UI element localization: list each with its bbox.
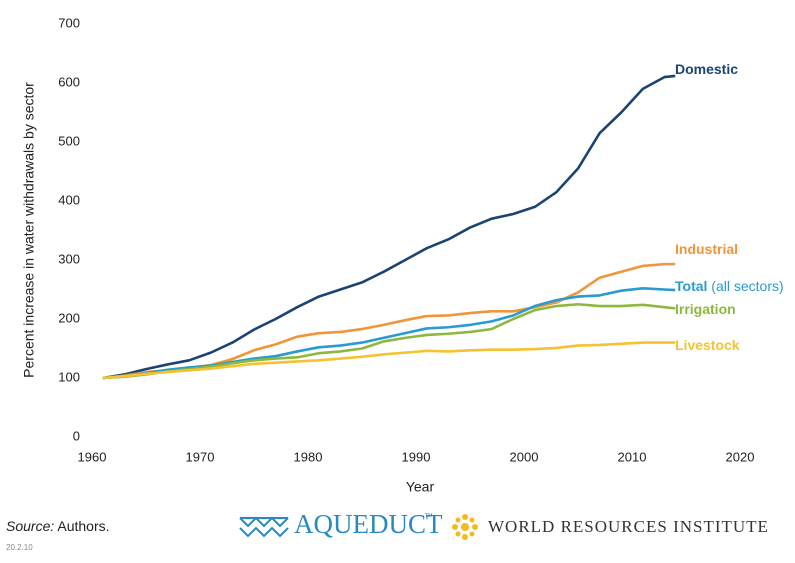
x-axis-label: Year [406, 479, 435, 495]
y-tick-label: 100 [58, 369, 80, 384]
legend-entry: Industrial [675, 241, 738, 257]
y-tick-label: 200 [58, 310, 80, 325]
wri-name: WORLD RESOURCES INSTITUTE [488, 517, 769, 536]
x-tick-label: 2010 [618, 449, 647, 464]
source-label: Source: [6, 518, 54, 534]
source-text: Authors. [57, 518, 109, 534]
aqueduct-name: AQUEDUCT [294, 509, 443, 539]
y-tick-label: 600 [58, 74, 80, 89]
y-tick-label: 700 [58, 15, 80, 30]
legend-name: Livestock [675, 337, 740, 353]
y-tick-label: 300 [58, 251, 80, 266]
x-tick-label: 2020 [726, 449, 755, 464]
legend-entry: Irrigation [675, 301, 736, 317]
aqueduct-logo [239, 516, 289, 538]
legend-name: Irrigation [675, 301, 736, 317]
x-tick-label: 2000 [510, 449, 539, 464]
y-tick-label: 0 [73, 428, 80, 443]
wri-logo [452, 514, 478, 540]
x-tick-label: 1960 [78, 449, 107, 464]
series-line [102, 287, 676, 380]
trademark: ™ [424, 511, 433, 521]
legend-entry: Total (all sectors) [675, 278, 784, 294]
legend-name: Industrial [675, 241, 738, 257]
x-tick-label: 1980 [294, 449, 323, 464]
legend-note: (all sectors) [711, 278, 783, 294]
legend-entry: Livestock [675, 337, 740, 353]
legend-name: Total [675, 278, 707, 294]
legend-name: Domestic [675, 61, 738, 77]
x-tick-label: 1990 [402, 449, 431, 464]
series-line [102, 302, 676, 380]
series-line [102, 341, 676, 380]
y-tick-label: 500 [58, 133, 80, 148]
legend-entry: Domestic [675, 61, 738, 77]
x-tick-label: 1970 [186, 449, 215, 464]
y-tick-label: 400 [58, 192, 80, 207]
series-line [102, 74, 676, 380]
source: Source: Authors. [6, 518, 110, 534]
code: 20.2.10 [6, 543, 33, 552]
y-axis-label: Percent increase in water withdrawals by… [21, 82, 37, 378]
